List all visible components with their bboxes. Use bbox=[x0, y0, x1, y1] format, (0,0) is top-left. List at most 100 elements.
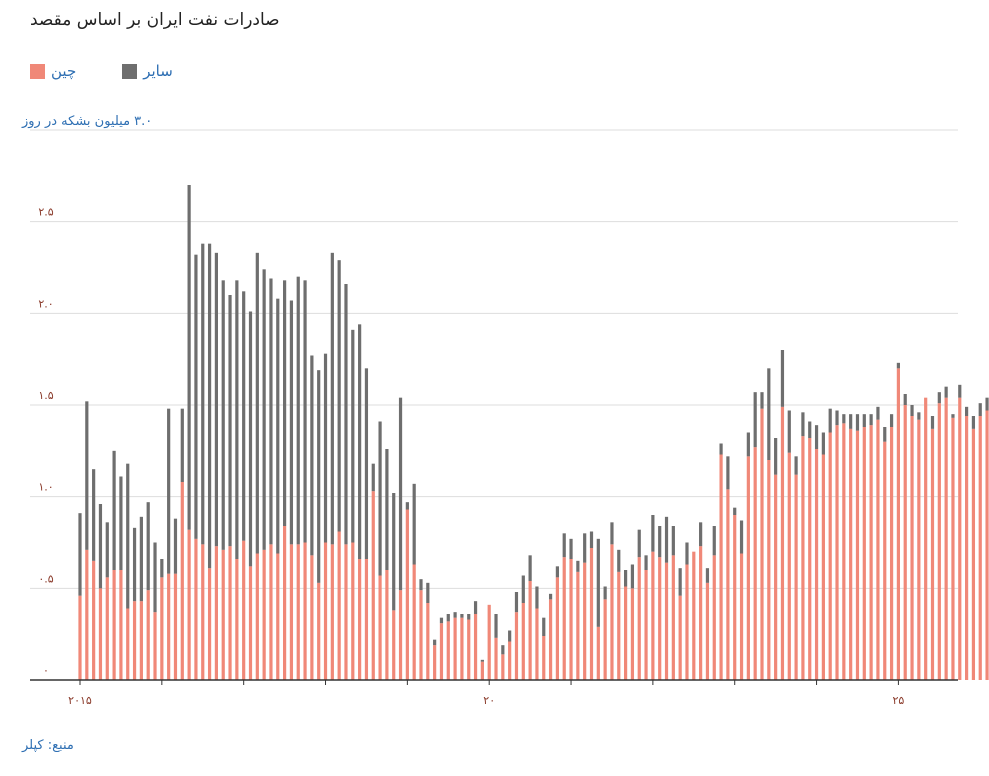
bar-other bbox=[944, 386, 948, 398]
bar-other bbox=[344, 284, 348, 545]
bar-other bbox=[821, 432, 825, 455]
bar-other bbox=[746, 432, 750, 457]
bar-other bbox=[494, 614, 498, 638]
bar-other bbox=[412, 483, 416, 565]
bar-other bbox=[644, 555, 648, 570]
bar-other bbox=[910, 405, 914, 416]
bar-china bbox=[358, 559, 362, 680]
bar-china bbox=[576, 571, 580, 680]
bar-china bbox=[917, 419, 921, 680]
bar-other bbox=[794, 456, 798, 475]
bar-other bbox=[978, 403, 982, 416]
bar-other bbox=[167, 408, 171, 574]
bar-other bbox=[624, 570, 628, 587]
bar-other bbox=[705, 568, 710, 583]
bar-china bbox=[242, 540, 246, 680]
bar-other bbox=[398, 397, 403, 591]
bar-china bbox=[153, 612, 157, 680]
bar-other bbox=[664, 516, 669, 563]
x-tick-label: ۲۰ bbox=[483, 694, 495, 707]
bar-other bbox=[439, 617, 444, 624]
bar-china bbox=[699, 546, 703, 680]
bar-china bbox=[194, 538, 198, 680]
bar-china bbox=[514, 612, 519, 680]
bar-other bbox=[473, 601, 478, 614]
bar-other bbox=[460, 614, 464, 618]
bar-china bbox=[310, 555, 314, 680]
bar-other bbox=[385, 449, 389, 570]
bar-other bbox=[589, 531, 594, 548]
bar-other bbox=[180, 408, 184, 482]
bar-china bbox=[610, 544, 614, 680]
bar-other bbox=[637, 529, 641, 558]
bar-china bbox=[255, 553, 259, 680]
bar-china bbox=[378, 575, 382, 680]
bar-china bbox=[910, 416, 914, 680]
bar-other bbox=[767, 368, 771, 460]
bar-other bbox=[855, 414, 860, 431]
bar-china bbox=[617, 571, 621, 680]
legend-swatch-china bbox=[30, 63, 45, 79]
bar-china bbox=[958, 397, 962, 680]
bar-china bbox=[112, 570, 116, 680]
y-tick-label: ۰ bbox=[43, 664, 49, 677]
bar-other bbox=[801, 412, 805, 437]
bar-other bbox=[835, 410, 839, 426]
bar-china bbox=[405, 509, 409, 680]
bar-other bbox=[951, 414, 955, 418]
y-tick-label: ۰.۵ bbox=[38, 572, 53, 585]
x-tick-label: ۲۰۱۵ bbox=[68, 694, 92, 707]
bar-china bbox=[433, 645, 437, 680]
y-axis-unit-label: ۳.۰ میلیون بشکه در روز bbox=[22, 114, 183, 129]
bar-china bbox=[719, 454, 723, 680]
bar-china bbox=[821, 454, 825, 680]
x-tick-label: ۲۵ bbox=[892, 694, 904, 707]
bar-china bbox=[862, 427, 866, 680]
bar-other bbox=[446, 614, 450, 622]
bar-other bbox=[658, 526, 662, 558]
bar-other bbox=[876, 406, 880, 420]
bar-china bbox=[705, 582, 710, 680]
bar-china bbox=[692, 551, 696, 680]
bar-other bbox=[323, 353, 328, 543]
bar-other bbox=[221, 280, 225, 550]
bar-other bbox=[958, 384, 962, 398]
bar-china bbox=[92, 560, 96, 680]
bar-other bbox=[419, 579, 423, 591]
bar-other bbox=[603, 586, 607, 600]
bar-other bbox=[814, 425, 819, 449]
bar-other bbox=[678, 568, 682, 596]
bar-other bbox=[501, 645, 505, 655]
bar-china bbox=[214, 546, 218, 680]
bar-china bbox=[446, 621, 450, 680]
bar-other bbox=[889, 414, 894, 427]
bar-china bbox=[937, 403, 941, 680]
bar-china bbox=[283, 526, 287, 680]
bar-china bbox=[630, 588, 635, 680]
bar-china bbox=[535, 608, 539, 680]
bar-china bbox=[753, 447, 757, 680]
y-tick-label: ۲.۰ bbox=[38, 297, 53, 310]
bar-other bbox=[112, 450, 116, 570]
bar-other bbox=[303, 280, 307, 543]
y-tick-label: ۱.۰ bbox=[38, 481, 53, 494]
bar-other bbox=[937, 392, 941, 404]
bar-china bbox=[337, 531, 341, 680]
bar-other bbox=[371, 463, 375, 492]
bar-other bbox=[699, 522, 703, 547]
bar-other bbox=[310, 355, 314, 556]
bar-china bbox=[760, 408, 764, 680]
bar-china bbox=[132, 601, 137, 680]
bar-other bbox=[467, 614, 471, 620]
bar-china bbox=[835, 425, 839, 680]
bar-other bbox=[139, 516, 143, 602]
bar-china bbox=[521, 603, 525, 680]
bar-china bbox=[855, 430, 860, 680]
bar-china bbox=[146, 590, 150, 680]
bar-china bbox=[364, 559, 369, 680]
bar-other bbox=[358, 324, 362, 559]
legend-item-other: سایر bbox=[122, 62, 173, 80]
bar-other bbox=[896, 362, 900, 369]
bar-china bbox=[944, 397, 948, 680]
bar-other bbox=[726, 456, 730, 490]
